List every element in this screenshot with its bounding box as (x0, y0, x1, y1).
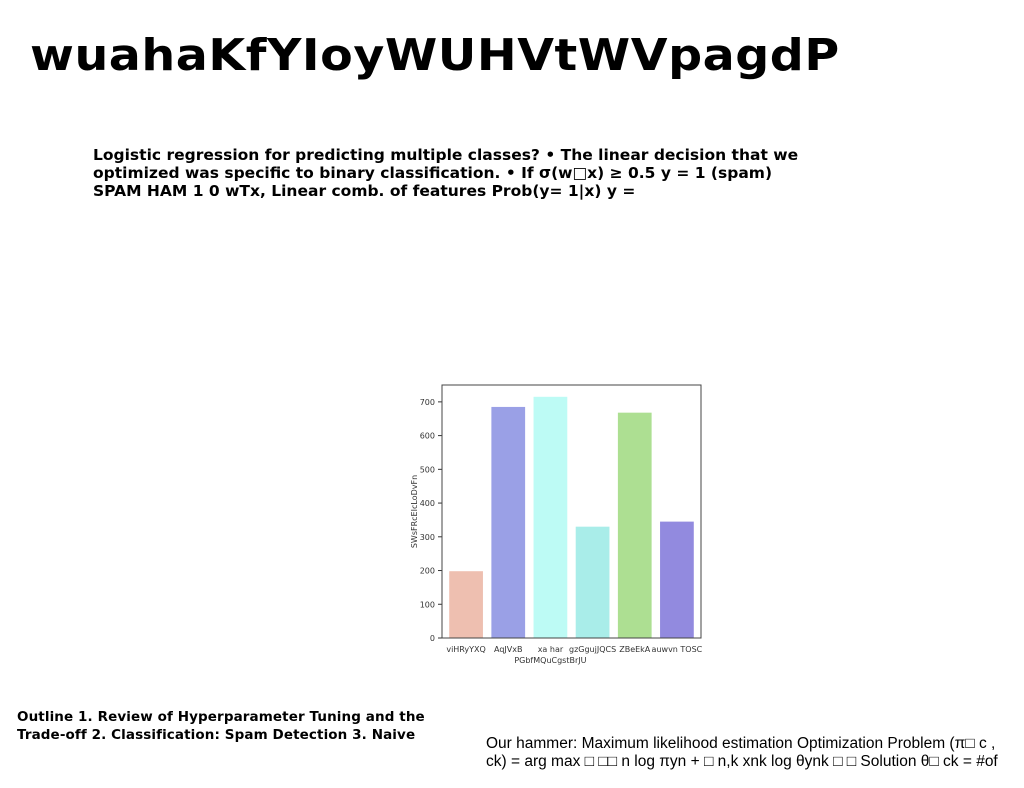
y-tick-label: 700 (420, 398, 435, 407)
y-tick-label: 500 (420, 465, 435, 474)
bar-chart: viHRyYXQ AqJVxB xa har PGbfMQuCgstBrJU gzGgu… (410, 384, 703, 665)
x-tick-label: AqJVxB (494, 645, 522, 654)
slide-title: wuahaKfYIoyWUHVtWVpagdP (30, 30, 840, 81)
y-tick-label: 300 (420, 533, 435, 542)
y-tick-label: 600 (420, 432, 435, 441)
x-tick-label: PGbfMQuCgstBrJU (514, 656, 586, 665)
chart-bar (533, 396, 568, 638)
chart-bar (617, 412, 652, 638)
x-tick-label: ZBeEkA (619, 645, 651, 654)
chart-bar (575, 526, 610, 638)
y-axis-label: SWsFRcEIcLoDvFn (410, 475, 419, 548)
outline-text: Outline 1. Review of Hyperparameter Tuni… (17, 709, 425, 743)
y-tick-label: 400 (420, 499, 435, 508)
x-tick-label: viHRyYXQ (446, 645, 486, 654)
y-tick-label: 100 (420, 600, 435, 609)
hammer-text: Our hammer: Maximum likelihood estimatio… (486, 735, 998, 770)
chart-bar (491, 406, 526, 638)
intro-text: Logistic regression for predicting multi… (93, 146, 799, 200)
x-tick-label: gzGgujJQCS (569, 645, 616, 654)
chart-bar (449, 571, 483, 638)
x-tick-label: auwvn TOSC (652, 645, 703, 654)
chart-bar (660, 521, 694, 638)
plot-frame (441, 384, 702, 639)
y-tick-label: 200 (420, 567, 435, 576)
y-tick-label: 0 (430, 634, 435, 643)
x-tick-label: xa har (538, 645, 564, 654)
